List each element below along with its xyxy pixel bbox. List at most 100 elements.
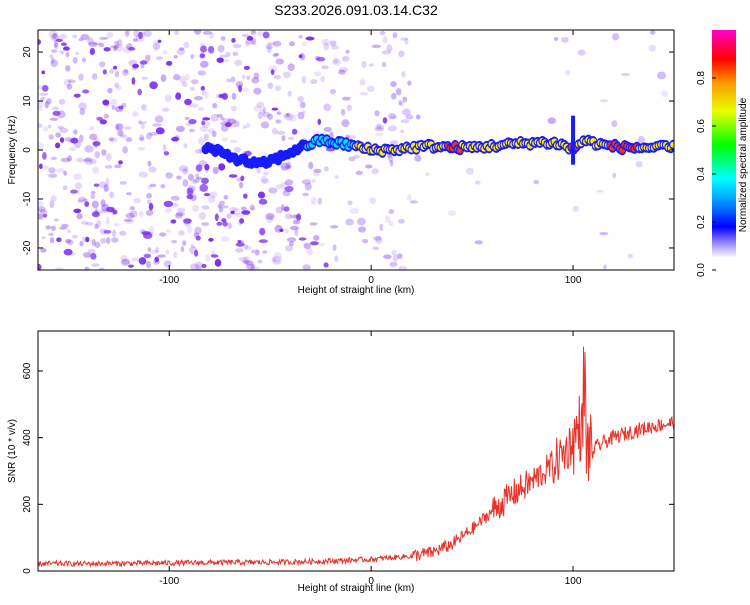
noise-blob [230, 105, 237, 112]
noise-blob [201, 222, 210, 226]
noise-blob [93, 141, 98, 149]
noise-blob [276, 111, 282, 115]
colorbar-label: Normalized spectral amplitude [738, 97, 749, 232]
noise-blob [145, 209, 154, 216]
noise-blob [65, 51, 70, 58]
noise-blob [303, 242, 312, 250]
noise-blob [201, 205, 210, 210]
noise-blob [226, 213, 232, 219]
noise-blob [246, 263, 255, 270]
noise-blob [221, 137, 229, 142]
noise-blob [143, 253, 152, 258]
noise-blob [232, 51, 239, 57]
noise-blob [203, 133, 209, 141]
spectrogram-x-label: Height of straight line (km) [298, 285, 415, 296]
noise-blob [41, 70, 46, 75]
noise-blob [87, 248, 96, 254]
noise-blob [406, 194, 412, 201]
noise-blob [197, 106, 205, 112]
noise-blob [219, 200, 225, 206]
noise-blob [82, 89, 90, 94]
noise-blob [149, 183, 157, 187]
noise-blob [238, 257, 248, 262]
noise-blob [79, 240, 84, 247]
y-tick-label: 0 [22, 147, 33, 153]
noise-blob [238, 84, 243, 93]
noise-blob [91, 263, 100, 267]
noise-blob [212, 166, 219, 175]
noise-blob [283, 112, 294, 121]
noise-blob [409, 200, 418, 204]
noise-blob [257, 111, 263, 120]
noise-blob [53, 39, 58, 48]
noise-blob [114, 43, 124, 52]
noise-blob [111, 237, 119, 243]
noise-blob [163, 151, 170, 156]
noise-blob [141, 76, 149, 80]
noise-blob [237, 240, 242, 243]
noise-blob [194, 249, 199, 257]
noise-blob [273, 251, 282, 260]
noise-blob [547, 117, 556, 124]
noise-blob [390, 81, 397, 88]
noise-blob [205, 91, 209, 100]
noise-blob [38, 39, 41, 45]
y-tick-label: -20 [22, 240, 33, 255]
noise-blob [165, 249, 170, 255]
noise-blob [313, 172, 320, 177]
noise-blob [80, 34, 90, 41]
noise-blob [275, 85, 281, 91]
noise-blob [74, 140, 82, 149]
noise-blob [91, 238, 96, 247]
noise-blob [231, 92, 237, 100]
noise-blob [103, 113, 109, 119]
noise-blob [73, 173, 82, 181]
noise-blob [262, 31, 270, 39]
noise-blob [553, 36, 559, 41]
noise-blob [163, 200, 174, 208]
noise-blob [99, 61, 106, 68]
noise-blob [285, 185, 294, 193]
noise-blob [68, 138, 77, 142]
noise-blob [120, 254, 128, 262]
noise-blob [334, 255, 339, 262]
noise-blob [77, 199, 83, 204]
noise-blob [314, 55, 320, 61]
noise-blob [141, 104, 147, 111]
noise-blob [98, 42, 105, 48]
noise-blob [251, 77, 260, 84]
noise-blob [241, 210, 251, 215]
noise-blob [298, 35, 303, 39]
noise-blob [208, 128, 215, 134]
snr-axes: -100 0 100 0 200 400 600 [22, 331, 674, 587]
noise-blob [149, 81, 158, 90]
noise-blob [125, 31, 130, 38]
noise-blob [63, 78, 72, 87]
noise-blob [362, 238, 369, 244]
noise-blob [402, 96, 408, 103]
noise-blob [96, 116, 103, 121]
noise-blob [202, 31, 213, 35]
noise-blob [242, 260, 249, 264]
y-tick-label: -10 [22, 191, 33, 206]
noise-blob [306, 247, 313, 256]
noise-blob [600, 99, 608, 103]
noise-blob [128, 264, 134, 268]
noise-blob [250, 207, 256, 211]
noise-blob [259, 109, 266, 115]
noise-blob [416, 114, 421, 120]
noise-blob [228, 222, 232, 230]
noise-blob [99, 228, 108, 235]
noise-blob [98, 209, 108, 214]
noise-blob [232, 207, 241, 215]
noise-blob [91, 42, 101, 46]
noise-blob [143, 30, 153, 37]
noise-blob [51, 225, 56, 231]
noise-blob [85, 222, 94, 226]
noise-blob [87, 37, 94, 45]
noise-blob [123, 69, 129, 73]
noise-blob [357, 226, 367, 233]
noise-blob [129, 206, 136, 211]
colorbar-tick-label: 0.8 [696, 71, 707, 85]
